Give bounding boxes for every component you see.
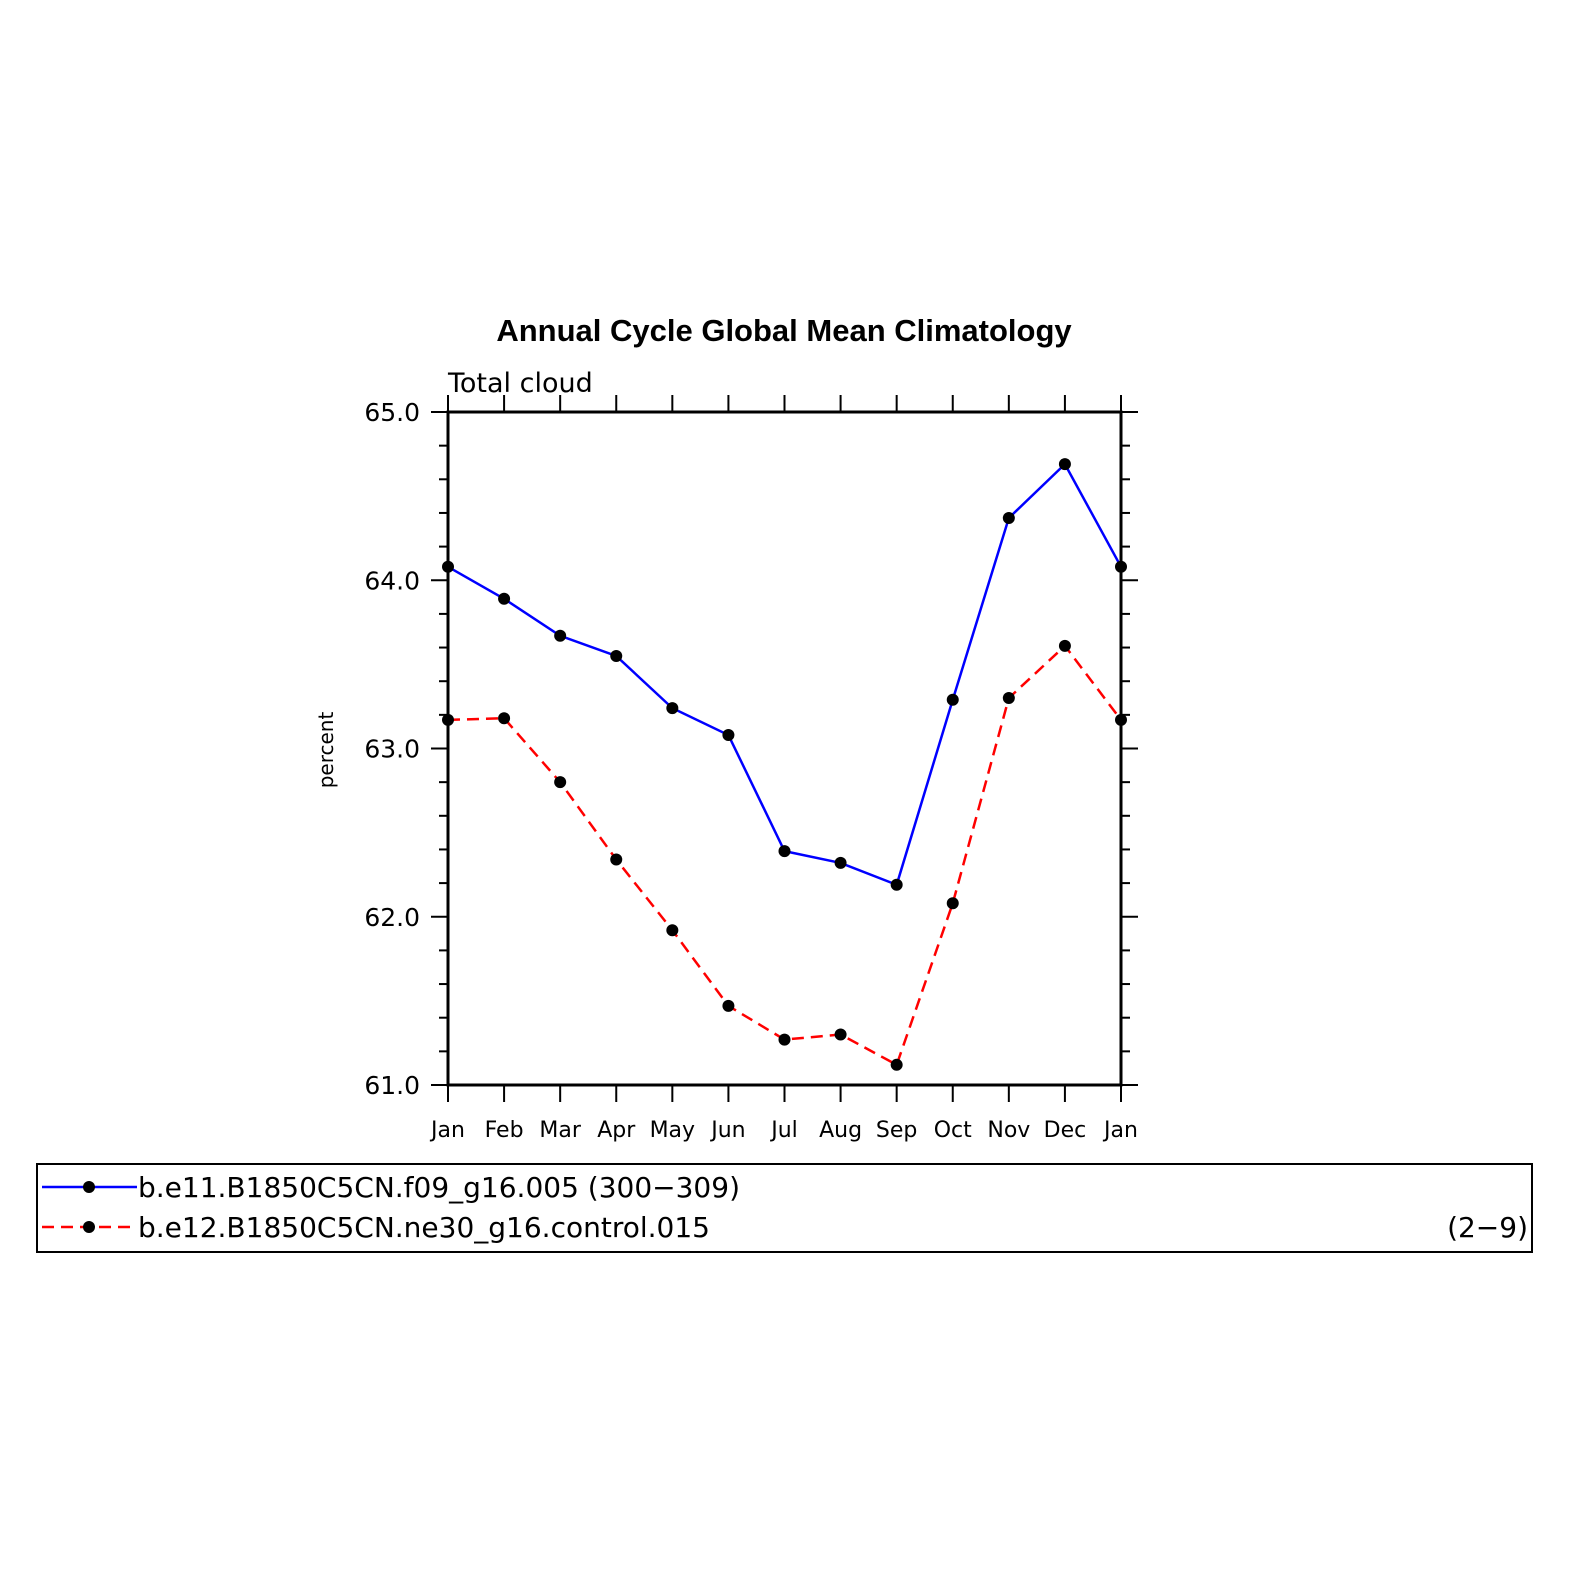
x-tick-label: Sep	[876, 1118, 917, 1143]
x-tick-label: Aug	[819, 1118, 862, 1143]
x-tick-label: Mar	[539, 1118, 581, 1143]
data-point	[834, 1028, 847, 1041]
data-point	[778, 845, 791, 858]
x-tick-label: Jan	[1102, 1118, 1138, 1143]
data-point	[442, 560, 454, 573]
data-point	[1002, 692, 1015, 705]
y-tick-label: 61.0	[364, 1071, 420, 1100]
x-tick-label: Feb	[485, 1118, 524, 1143]
data-point	[946, 897, 959, 910]
data-point	[946, 693, 959, 706]
series-1	[442, 458, 1127, 891]
x-tick-label: Oct	[934, 1118, 972, 1143]
x-tick-label: Dec	[1044, 1118, 1087, 1143]
data-point	[442, 713, 454, 726]
data-point	[722, 729, 735, 742]
legend-box	[36, 1163, 1533, 1253]
chart-title: Annual Cycle Global Mean Climatology	[496, 313, 1072, 348]
x-tick-label: Apr	[597, 1118, 636, 1143]
data-point	[498, 712, 511, 725]
data-point	[498, 592, 511, 605]
data-point	[666, 702, 679, 715]
plot-axes: 61.0 62.0 63.0 64.0 65.0 Jan Feb Mar Apr May Jun Ju…	[364, 395, 1138, 1143]
data-point	[1115, 560, 1127, 573]
data-point	[554, 776, 567, 789]
series-2	[442, 639, 1127, 1071]
chart-subtitle: Total cloud	[447, 368, 593, 399]
data-point	[1002, 511, 1015, 524]
data-point	[834, 856, 847, 869]
y-tick-label: 62.0	[364, 903, 420, 932]
data-point	[722, 999, 735, 1012]
legend-label: b.e11.B1850C5CN.f09_g16.005 (300−309)	[138, 1171, 740, 1204]
data-point	[1058, 458, 1071, 471]
legend-label: b.e12.B1850C5CN.ne30_g16.control.015	[138, 1211, 710, 1244]
legend-marker	[83, 1181, 95, 1193]
y-tick-label: 63.0	[364, 735, 420, 764]
legend-marker	[83, 1221, 95, 1233]
y-axis-label: percent	[314, 712, 338, 789]
data-point	[1115, 713, 1127, 726]
legend-years-label: (2−9)	[1447, 1211, 1528, 1244]
data-point	[610, 649, 623, 662]
data-point	[890, 878, 903, 891]
data-point	[610, 853, 623, 866]
y-tick-label: 64.0	[364, 566, 420, 595]
legend: b.e11.B1850C5CN.f09_g16.005 (300−309) b.e…	[36, 1163, 1533, 1253]
x-tick-label: Jan	[429, 1118, 465, 1143]
data-point	[890, 1058, 903, 1071]
data-point	[554, 629, 567, 642]
data-point	[778, 1033, 791, 1046]
series-layer	[442, 458, 1127, 1071]
plot-frame	[446, 410, 1123, 1087]
data-point	[666, 924, 679, 937]
x-tick-label: Jun	[709, 1118, 745, 1143]
y-tick-label: 65.0	[364, 398, 420, 427]
x-tick-label: May	[650, 1118, 695, 1143]
series-line	[447, 462, 1123, 887]
data-point	[1058, 639, 1071, 652]
x-tick-label: Nov	[987, 1118, 1030, 1143]
x-tick-label: Jul	[769, 1118, 798, 1143]
